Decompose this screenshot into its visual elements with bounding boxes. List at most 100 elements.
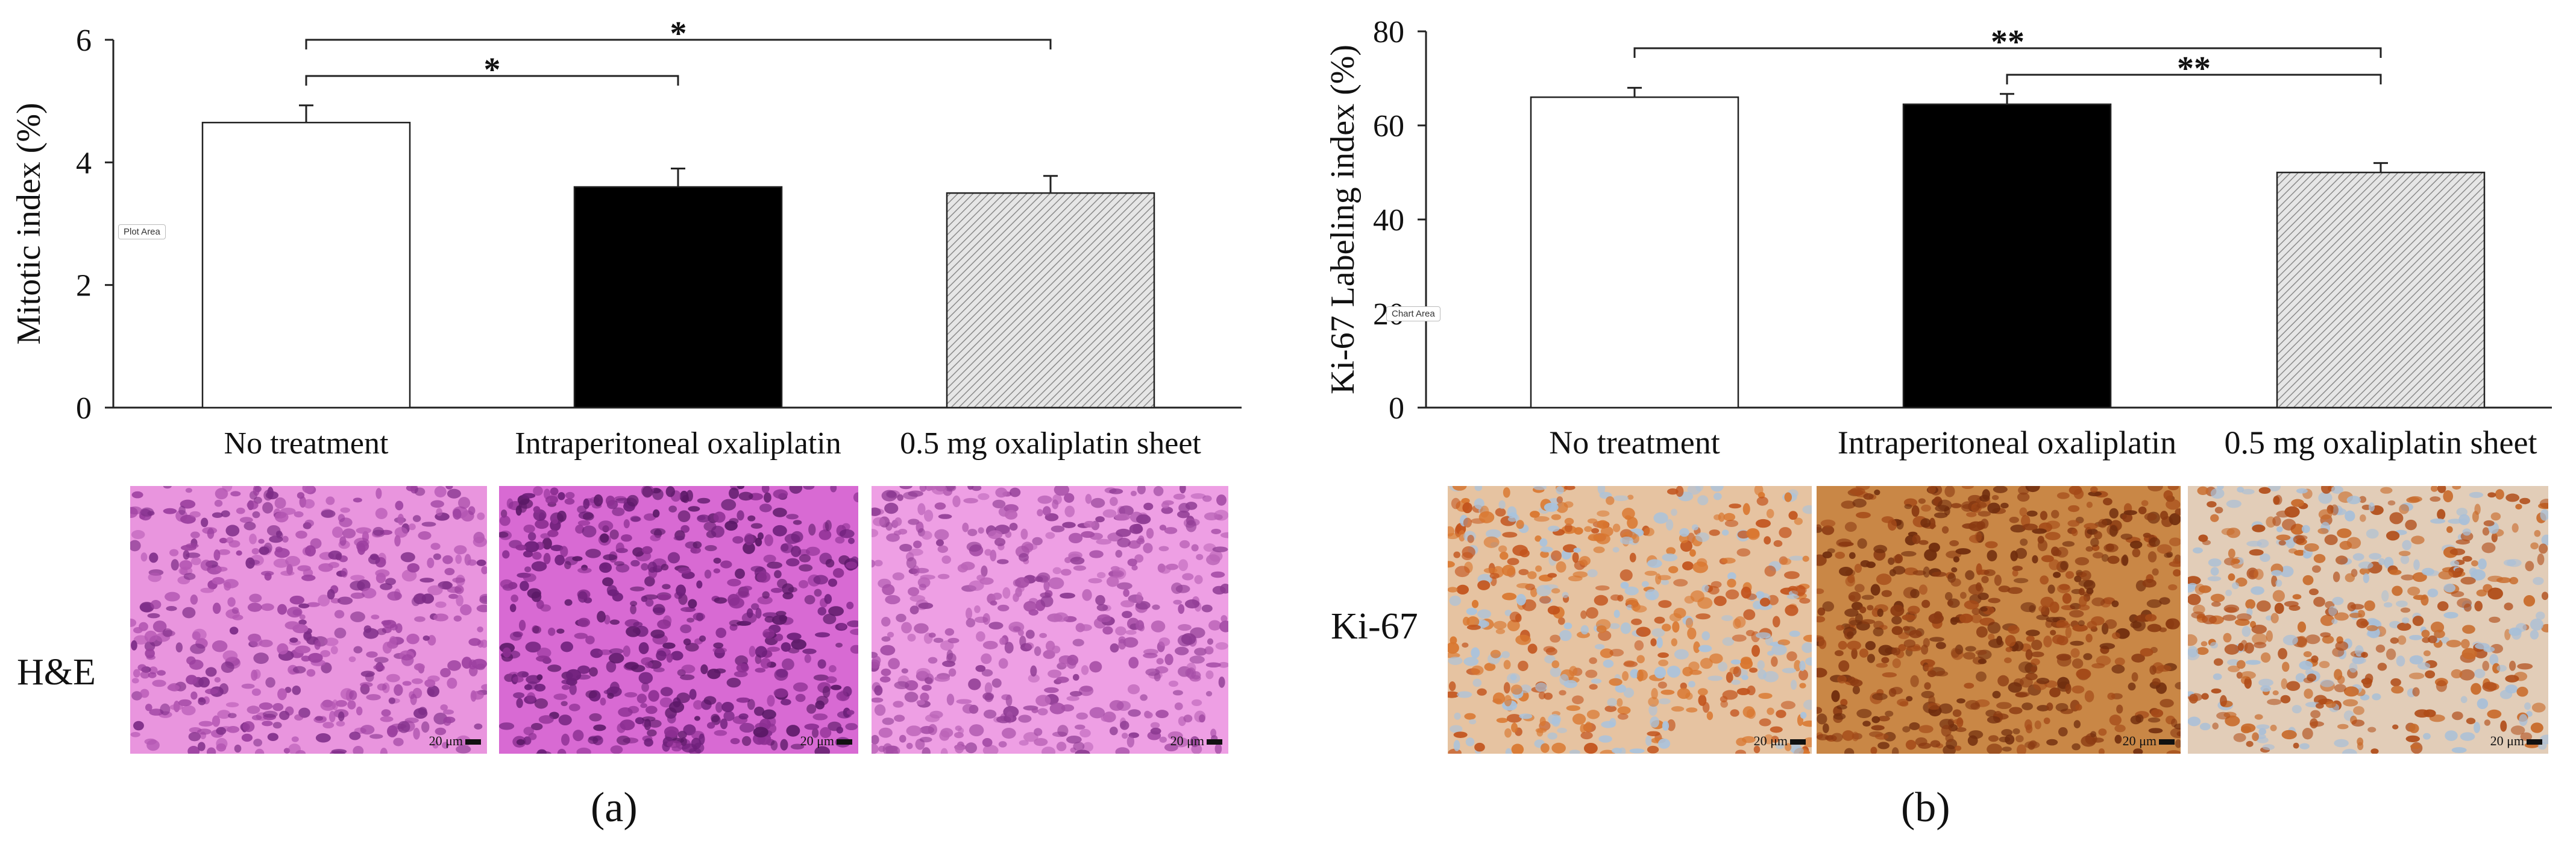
cell-nucleus [1220, 583, 1228, 594]
cell-nucleus [1905, 740, 1917, 750]
cell-nucleus [2343, 686, 2359, 697]
cell-nucleus [2085, 546, 2093, 552]
cell-nucleus [1902, 726, 1911, 733]
cell-nucleus [2072, 658, 2084, 669]
cell-nucleus [401, 654, 414, 666]
cell-nucleus [2211, 688, 2222, 694]
cell-nucleus [609, 619, 620, 625]
cell-nucleus [738, 590, 749, 598]
cell-nucleus [1799, 660, 1806, 672]
cell-nucleus [277, 604, 287, 615]
cell-nucleus [2047, 584, 2055, 594]
cell-nucleus [2331, 619, 2338, 625]
cell-nucleus [1667, 719, 1676, 731]
cell-nucleus [647, 561, 658, 573]
cell-nucleus [2055, 702, 2069, 712]
cell-nucleus [1758, 693, 1773, 699]
cell-nucleus [1720, 700, 1728, 708]
y-tick-label: 60 [1373, 109, 1404, 144]
cell-nucleus [190, 557, 201, 566]
cell-nucleus [1064, 493, 1075, 503]
cell-nucleus [2188, 584, 2195, 593]
micrograph-he-no-treatment: 20 μm [130, 486, 487, 754]
cell-nucleus [2075, 704, 2082, 711]
cell-nucleus [445, 486, 453, 490]
cell-nucleus [1551, 588, 1560, 594]
cell-nucleus [2141, 500, 2149, 506]
cell-nucleus [981, 565, 988, 577]
cell-nucleus [1965, 646, 1976, 652]
cell-nucleus [2043, 636, 2052, 648]
cell-nucleus [2169, 513, 2181, 525]
cell-nucleus [1736, 548, 1751, 557]
cell-nucleus [530, 722, 543, 731]
cell-nucleus [1075, 623, 1085, 633]
cell-nucleus [1651, 688, 1658, 699]
cell-nucleus [430, 500, 444, 508]
cell-nucleus [1862, 721, 1871, 727]
cell-nucleus [2040, 511, 2048, 520]
cell-nucleus [1861, 619, 1876, 625]
cell-nucleus [2130, 621, 2142, 629]
cell-nucleus [273, 558, 289, 568]
cell-nucleus [994, 538, 1006, 546]
cell-nucleus [1114, 513, 1131, 521]
cell-nucleus [641, 596, 648, 602]
cell-nucleus [600, 533, 609, 543]
cell-nucleus [2462, 556, 2472, 562]
cell-nucleus [1001, 694, 1011, 701]
cell-nucleus [1955, 548, 1971, 555]
cell-nucleus [1745, 629, 1755, 637]
cell-nucleus [2366, 625, 2378, 631]
cell-nucleus [212, 577, 225, 585]
cell-nucleus [846, 601, 854, 610]
cell-nucleus [1466, 625, 1481, 630]
cell-nucleus [1959, 613, 1973, 623]
cell-nucleus [1742, 503, 1750, 516]
cell-nucleus [786, 725, 800, 737]
cell-nucleus [190, 531, 200, 538]
cell-nucleus [901, 622, 912, 634]
cell-nucleus [453, 508, 462, 520]
cell-nucleus [1216, 494, 1227, 506]
cell-nucleus [2004, 657, 2012, 663]
cell-nucleus [1220, 615, 1228, 622]
cell-nucleus [1802, 505, 1812, 514]
cell-nucleus [1702, 702, 1710, 713]
cell-nucleus [477, 626, 483, 633]
cell-nucleus [1116, 528, 1131, 537]
cell-nucleus [1662, 623, 1671, 632]
cell-nucleus [652, 509, 660, 518]
cell-nucleus [750, 566, 764, 572]
cell-nucleus [1159, 736, 1167, 743]
cell-nucleus [1658, 659, 1669, 666]
cell-nucleus [178, 505, 186, 516]
cell-nucleus [440, 667, 451, 678]
cell-nucleus [848, 537, 855, 544]
cell-nucleus [1168, 680, 1178, 687]
cell-nucleus [460, 604, 472, 616]
cell-nucleus [2459, 669, 2475, 681]
cell-nucleus [1627, 494, 1634, 500]
cell-nucleus [321, 662, 332, 674]
cell-nucleus [1689, 670, 1702, 675]
cell-nucleus [636, 693, 647, 704]
cell-nucleus [2430, 518, 2446, 524]
cell-nucleus [213, 549, 221, 561]
cell-nucleus [2302, 728, 2313, 740]
cell-nucleus [757, 596, 773, 605]
cell-nucleus [1096, 572, 1106, 579]
cell-nucleus [1949, 540, 1959, 546]
cell-nucleus [471, 658, 487, 669]
cell-nucleus [1002, 587, 1011, 599]
cell-nucleus [1791, 680, 1797, 690]
cell-nucleus [375, 508, 388, 519]
cell-nucleus [1123, 637, 1139, 648]
cell-nucleus [2471, 683, 2481, 695]
cell-nucleus [1667, 488, 1679, 495]
cell-nucleus [1551, 550, 1562, 561]
scale-bar: 20 μm [1754, 733, 1806, 749]
cell-nucleus [442, 709, 454, 715]
cell-nucleus [229, 626, 239, 635]
cell-nucleus [1588, 533, 1600, 541]
